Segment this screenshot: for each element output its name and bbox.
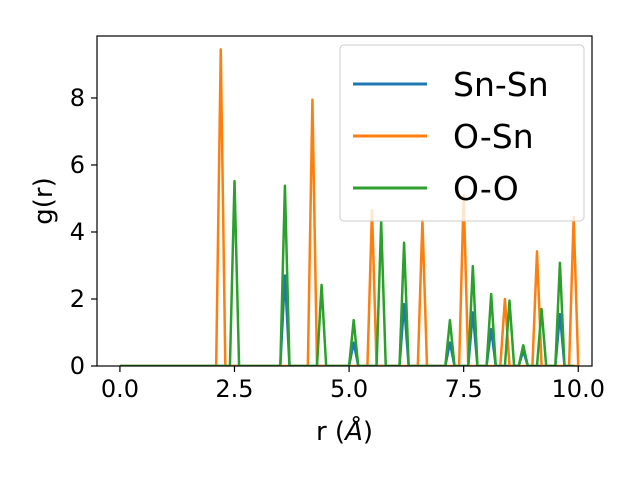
legend-label: O-Sn <box>453 117 534 156</box>
y-tick-label: 2 <box>70 285 85 313</box>
x-axis-label-tail: ) <box>363 417 373 447</box>
legend: Sn-Sn O-Sn O-O <box>339 44 585 222</box>
series-lines <box>119 48 580 366</box>
legend-frame <box>339 44 585 222</box>
x-tick-label: 7.5 <box>445 375 483 403</box>
x-axis-label-unit: Å <box>343 415 363 447</box>
x-axis-label: r (Å) <box>316 415 373 447</box>
y-axis-ticks: 0 2 4 6 8 <box>70 84 97 380</box>
series-line-o-o <box>119 179 574 366</box>
x-axis-ticks: 0.0 2.5 5.0 7.5 10.0 <box>101 366 605 403</box>
x-tick-label: 2.5 <box>215 375 253 403</box>
y-tick-label: 0 <box>70 352 85 380</box>
x-tick-label: 5.0 <box>330 375 368 403</box>
x-tick-label: 10.0 <box>552 375 605 403</box>
legend-label: Sn-Sn <box>453 65 549 104</box>
y-tick-label: 6 <box>70 151 85 179</box>
x-axis-label-main: r ( <box>316 417 345 447</box>
legend-label: O-O <box>453 169 519 208</box>
y-tick-label: 4 <box>70 218 85 246</box>
axes-frame <box>96 35 593 367</box>
y-tick-label: 8 <box>70 84 85 112</box>
series-line-o-sn <box>119 48 580 366</box>
x-tick-label: 0.0 <box>101 375 139 403</box>
y-axis-label: g(r) <box>29 177 59 224</box>
